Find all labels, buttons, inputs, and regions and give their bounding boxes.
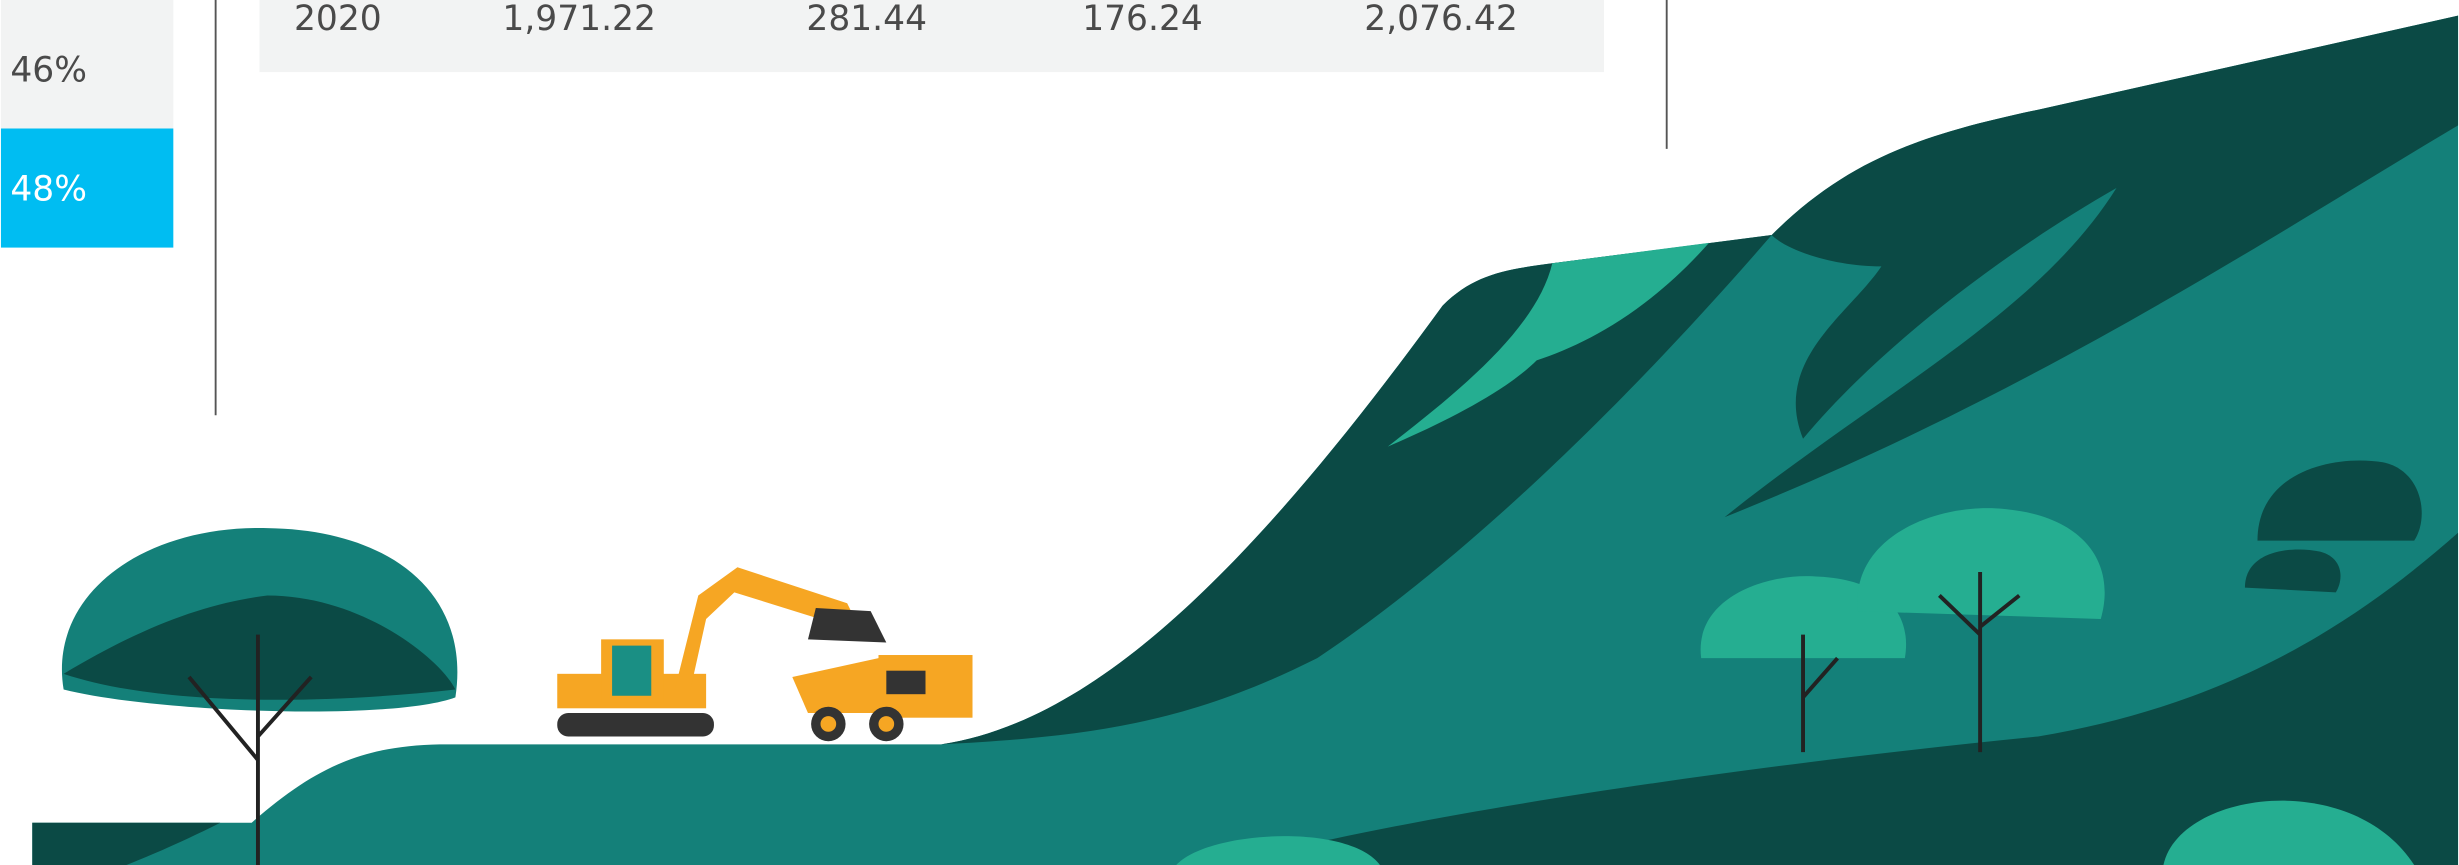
table-cell: 281.44 [806,0,927,39]
page-canvas: 46% 48% 2020 1,971.22 281.44 176.24 2,076.42 [0,0,2459,865]
table-cell: 2020 [294,0,382,39]
percent-label: 48% [10,170,87,210]
page: 46% 48% 2020 1,971.22 281.44 176.24 2,076.42… [0,0,2459,865]
percent-label: 46% [10,51,87,91]
illustration [32,16,2458,865]
table-cell: 1,971.22 [502,0,655,39]
table-cell: 2,076.42 [1364,0,1518,39]
table-cell: 176.24 [1082,0,1203,39]
